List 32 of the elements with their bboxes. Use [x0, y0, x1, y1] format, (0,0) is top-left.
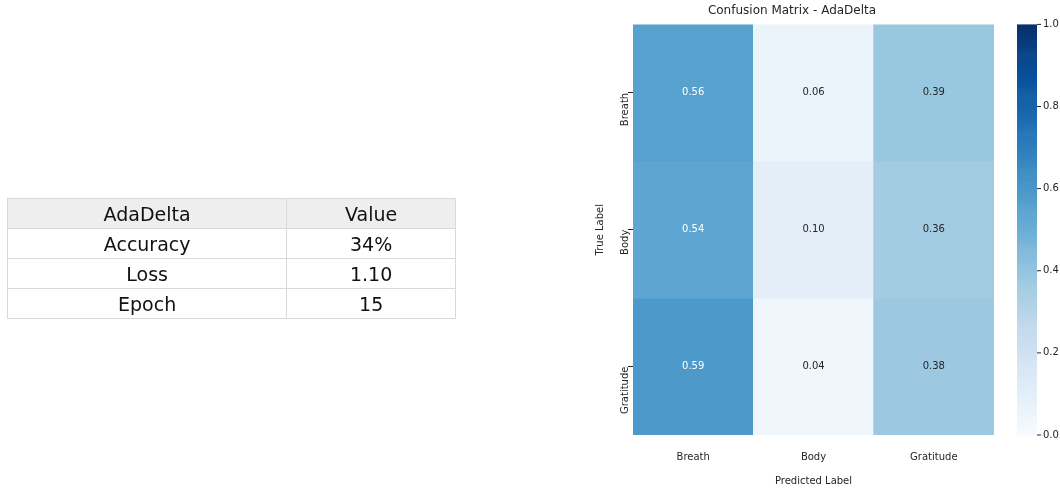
text: Accuracy: [7, 228, 287, 259]
data-label: 0.36: [922, 223, 945, 235]
x-axis-title: Predicted Label: [774, 474, 853, 486]
data-label: 0.38: [922, 360, 945, 372]
text: 1.10: [286, 258, 456, 289]
color-bar-label: 0.8: [1043, 100, 1059, 112]
x-tick-label: Gratitude: [910, 450, 958, 462]
y-tick-label: Breath: [618, 92, 630, 127]
data-label: 0.59: [682, 360, 705, 372]
text: Epoch: [7, 288, 287, 319]
y-axis-title: True Label: [593, 204, 605, 257]
text: Value: [286, 198, 456, 229]
color-bar-label: 0.4: [1043, 264, 1059, 276]
y-tick-label: Body: [618, 229, 630, 255]
data-label: 0.06: [802, 86, 825, 98]
text: 34%: [286, 228, 456, 259]
text: AdaDelta: [7, 198, 287, 229]
data-label: 0.39: [922, 86, 945, 98]
color-bar-label: 0.0: [1043, 428, 1059, 440]
text: Loss: [7, 258, 287, 289]
x-tick-label: Body: [800, 450, 827, 462]
color-bar-label: 0.2: [1043, 346, 1059, 358]
text: 15: [286, 288, 456, 319]
x-tick-label: Breath: [676, 450, 710, 462]
color-bar-label: 0.6: [1043, 182, 1059, 194]
data-label: 0.04: [802, 360, 825, 372]
color-bar-label: 1.0: [1043, 17, 1059, 29]
data-label: 0.56: [682, 86, 705, 98]
chart-title: Confusion Matrix - AdaDelta: [707, 3, 877, 18]
data-label: 0.54: [682, 223, 705, 235]
data-label: 0.10: [802, 223, 825, 235]
y-tick-label: Gratitude: [618, 366, 630, 415]
